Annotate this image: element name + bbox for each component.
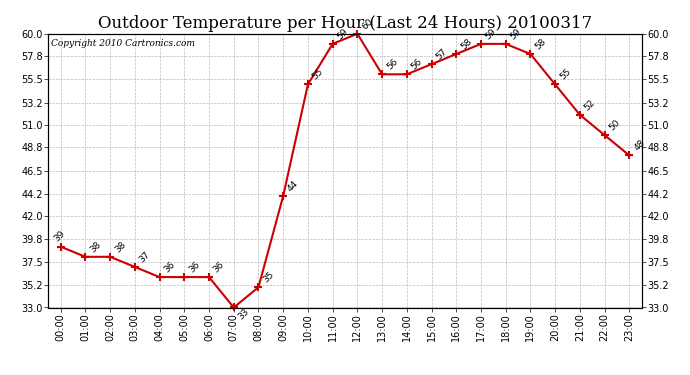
Text: 52: 52 <box>582 98 597 112</box>
Text: 33: 33 <box>237 307 251 321</box>
Text: 37: 37 <box>137 250 152 264</box>
Text: 56: 56 <box>410 57 424 72</box>
Text: 35: 35 <box>262 270 276 285</box>
Text: 36: 36 <box>212 260 226 274</box>
Text: 59: 59 <box>509 27 523 41</box>
Text: 50: 50 <box>607 118 622 132</box>
Title: Outdoor Temperature per Hour (Last 24 Hours) 20100317: Outdoor Temperature per Hour (Last 24 Ho… <box>98 15 592 32</box>
Text: 58: 58 <box>533 37 548 51</box>
Text: 36: 36 <box>162 260 177 274</box>
Text: 38: 38 <box>113 240 128 254</box>
Text: 55: 55 <box>558 67 573 82</box>
Text: 56: 56 <box>385 57 400 72</box>
Text: 55: 55 <box>310 67 325 82</box>
Text: 60: 60 <box>360 16 375 31</box>
Text: 36: 36 <box>187 260 201 274</box>
Text: 57: 57 <box>434 47 448 62</box>
Text: Copyright 2010 Cartronics.com: Copyright 2010 Cartronics.com <box>51 39 195 48</box>
Text: 58: 58 <box>459 37 473 51</box>
Text: 48: 48 <box>632 138 647 153</box>
Text: 39: 39 <box>52 230 67 244</box>
Text: 59: 59 <box>335 27 350 41</box>
Text: 44: 44 <box>286 179 300 193</box>
Text: 59: 59 <box>484 27 498 41</box>
Text: 38: 38 <box>88 240 103 254</box>
